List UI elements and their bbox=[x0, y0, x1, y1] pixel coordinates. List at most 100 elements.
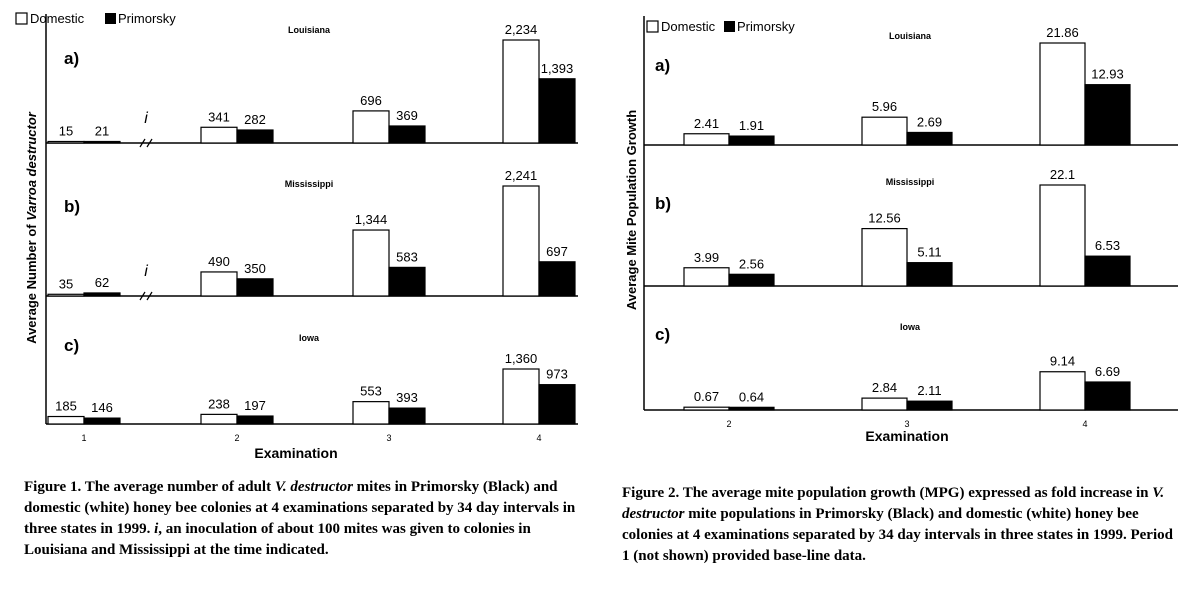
fig2-panel-a-bar-primorsky-3 bbox=[906, 131, 953, 146]
fig2-panel-c-label-primorsky-3: 2.11 bbox=[917, 383, 941, 398]
fig2-y-axis-label: Average Mite Population Growth bbox=[624, 110, 639, 310]
fig1-panel-a-bar-primorsky-3 bbox=[388, 125, 426, 144]
fig2-panel-c-bar-domestic-3 bbox=[861, 397, 908, 411]
fig1-panel-a-bar-domestic-4 bbox=[502, 39, 540, 144]
fig2-panel-b-bar-primorsky-4 bbox=[1084, 255, 1131, 287]
fig1-panel-b-label-primorsky-1: 62 bbox=[95, 275, 109, 290]
fig1-panel-c-label-domestic-4: 1,360 bbox=[505, 351, 538, 366]
fig1-panel-a-label-domestic-2: 341 bbox=[208, 109, 230, 124]
fig2-x-tick-2: 2 bbox=[726, 419, 731, 429]
fig1-y-axis-label: Average Number of Varroa destructor bbox=[24, 111, 39, 344]
fig1-panel-a-bar-primorsky-4 bbox=[538, 78, 576, 144]
fig2-panel-c-bar-domestic-4 bbox=[1039, 371, 1086, 411]
fig2-panel-c-letter: c) bbox=[655, 325, 670, 344]
fig1-panel-a-axis-break-mark bbox=[146, 138, 153, 148]
fig1-panel-b-label-primorsky-3: 583 bbox=[396, 249, 418, 264]
fig1-panel-a-bar-domestic-2 bbox=[200, 126, 238, 144]
fig2-panel-b-label-domestic-4: 22.1 bbox=[1050, 167, 1075, 182]
fig1-panel-b-label-domestic-1: 35 bbox=[59, 276, 73, 291]
fig2-legend-label-domestic: Domestic bbox=[661, 19, 716, 34]
fig1-panel-a-bar-domestic-3 bbox=[352, 110, 390, 144]
fig1-x-tick-3: 3 bbox=[386, 433, 391, 443]
fig2-panel-a-bar-domestic-2 bbox=[683, 133, 730, 146]
figure-1-caption-part-3: , an inoculation of about 100 mites was … bbox=[24, 521, 531, 558]
fig2-panel-b-bar-primorsky-3 bbox=[906, 262, 953, 287]
fig1-panel-c-bar-domestic-3 bbox=[352, 401, 390, 425]
figure-2-chart: Domestic Primorsky Average Mite Population… bbox=[624, 16, 1178, 444]
fig1-x-tick-4: 4 bbox=[536, 433, 541, 443]
fig1-panel-b-bar-primorsky-3 bbox=[388, 266, 426, 297]
fig2-panel-a-bar-primorsky-2 bbox=[728, 135, 775, 146]
fig2-panel-c-bar-domestic-2 bbox=[683, 406, 730, 411]
fig1-panel-b-bar-domestic-2 bbox=[200, 271, 238, 297]
fig2-panel-c-state-title: Iowa bbox=[900, 322, 921, 332]
fig2-panel-a-label-primorsky-2: 1.91 bbox=[739, 118, 764, 133]
fig1-x-axis-label: Examination bbox=[254, 445, 337, 461]
fig2-panel-c-label-domestic-4: 9.14 bbox=[1050, 354, 1075, 369]
figure-1-caption-part-2: mites in Primorsky (Black) and domestic … bbox=[24, 479, 576, 537]
fig2-panel-b-letter: b) bbox=[655, 194, 671, 213]
fig2-x-axis-label: Examination bbox=[865, 428, 948, 444]
fig1-panel-c-bar-primorsky-2 bbox=[236, 415, 274, 425]
fig2-panel-b-bar-domestic-4 bbox=[1039, 184, 1086, 287]
fig2-panel-c-label-primorsky-4: 6.69 bbox=[1095, 364, 1120, 379]
fig2-panel-c-bar-primorsky-2 bbox=[728, 406, 775, 411]
fig1-panel-c-label-primorsky-1: 146 bbox=[91, 400, 113, 415]
fig1-panel-a-bar-primorsky-2 bbox=[236, 129, 274, 144]
figure-1-caption-species: V. destructor bbox=[274, 479, 353, 495]
fig1-panel-c-bar-domestic-2 bbox=[200, 413, 238, 425]
fig1-panel-c-letter: c) bbox=[64, 336, 79, 355]
fig1-panel-b-letter: b) bbox=[64, 197, 80, 216]
fig2-panel-a-label-domestic-4: 21.86 bbox=[1046, 25, 1079, 40]
fig2-panel-b-label-domestic-3: 12.56 bbox=[868, 211, 901, 226]
fig1-panel-b-axis-break-mark bbox=[146, 291, 153, 301]
fig2-panel-b-label-primorsky-3: 5.11 bbox=[917, 245, 941, 260]
fig1-panel-b-bar-primorsky-1 bbox=[83, 292, 121, 297]
fig1-legend-swatch-primorsky bbox=[105, 13, 116, 24]
fig2-panel-b-bar-primorsky-2 bbox=[728, 273, 775, 287]
fig1-panel-c-label-domestic-3: 553 bbox=[360, 384, 382, 399]
fig2-legend-swatch-domestic bbox=[646, 20, 659, 33]
fig1-legend-label-domestic: Domestic bbox=[30, 11, 85, 26]
fig2-panel-a-state-title: Louisiana bbox=[889, 31, 932, 41]
fig1-panel-c-label-domestic-1: 185 bbox=[55, 399, 77, 414]
fig1-panel-a-label-domestic-1: 15 bbox=[59, 124, 73, 139]
fig2-panel-c-label-domestic-2: 0.67 bbox=[694, 389, 719, 404]
fig1-panel-b-label-primorsky-4: 697 bbox=[546, 244, 568, 259]
fig1-panel-b-label-domestic-3: 1,344 bbox=[355, 212, 388, 227]
fig1-panel-c-bar-primorsky-4 bbox=[538, 384, 576, 425]
fig2-panel-b-label-primorsky-2: 2.56 bbox=[739, 256, 764, 271]
fig2-x-tick-3: 3 bbox=[904, 419, 909, 429]
fig1-panel-c-bar-primorsky-3 bbox=[388, 407, 426, 425]
figure-1-caption: Figure 1. The average number of adult V.… bbox=[24, 477, 589, 561]
fig2-panel-a-bar-primorsky-4 bbox=[1084, 84, 1131, 146]
figure-1-caption-marker: i bbox=[154, 521, 159, 537]
fig1-panel-a-bar-domestic-1 bbox=[47, 140, 85, 144]
fig1-legend-swatch-domestic bbox=[15, 12, 28, 25]
fig1-panel-b-label-domestic-2: 490 bbox=[208, 254, 230, 269]
fig2-panel-c-bar-primorsky-4 bbox=[1084, 381, 1131, 411]
fig2-panel-b-bar-domestic-3 bbox=[861, 227, 908, 287]
fig1-panel-a-label-primorsky-4: 1,393 bbox=[541, 61, 574, 76]
fig1-panel-b-axis-break-mark bbox=[139, 291, 146, 301]
fig1-panel-c-state-title: Iowa bbox=[299, 333, 320, 343]
fig1-panel-b-bar-domestic-3 bbox=[352, 229, 390, 297]
fig2-legend-swatch-primorsky bbox=[724, 21, 735, 32]
fig2-panel-b-label-primorsky-4: 6.53 bbox=[1095, 238, 1120, 253]
fig1-panel-a-axis-break-mark bbox=[139, 138, 146, 148]
figure-1-chart: Domestic Primorsky Average Number of Varro… bbox=[15, 11, 578, 461]
figure-2-caption-part-2: mite populations in Primorsky (Black) an… bbox=[622, 506, 1173, 564]
fig1-legend-label-primorsky: Primorsky bbox=[118, 11, 176, 26]
fig1-panel-c-label-primorsky-3: 393 bbox=[396, 390, 418, 405]
fig1-panel-b-bar-domestic-4 bbox=[502, 185, 540, 297]
fig2-panel-a-label-primorsky-4: 12.93 bbox=[1091, 67, 1124, 82]
fig1-panel-a-inoculation-marker: i bbox=[144, 110, 148, 127]
fig1-x-tick-2: 2 bbox=[234, 433, 239, 443]
fig1-panel-a-label-domestic-4: 2,234 bbox=[505, 22, 538, 37]
fig1-panel-a-label-domestic-3: 696 bbox=[360, 93, 382, 108]
fig1-panel-b-inoculation-marker: i bbox=[144, 263, 148, 280]
fig2-x-tick-4: 4 bbox=[1082, 419, 1087, 429]
fig1-panel-b-bar-primorsky-4 bbox=[538, 261, 576, 297]
fig2-panel-a-label-domestic-2: 2.41 bbox=[694, 116, 719, 131]
fig2-panel-b-state-title: Mississippi bbox=[886, 177, 935, 187]
